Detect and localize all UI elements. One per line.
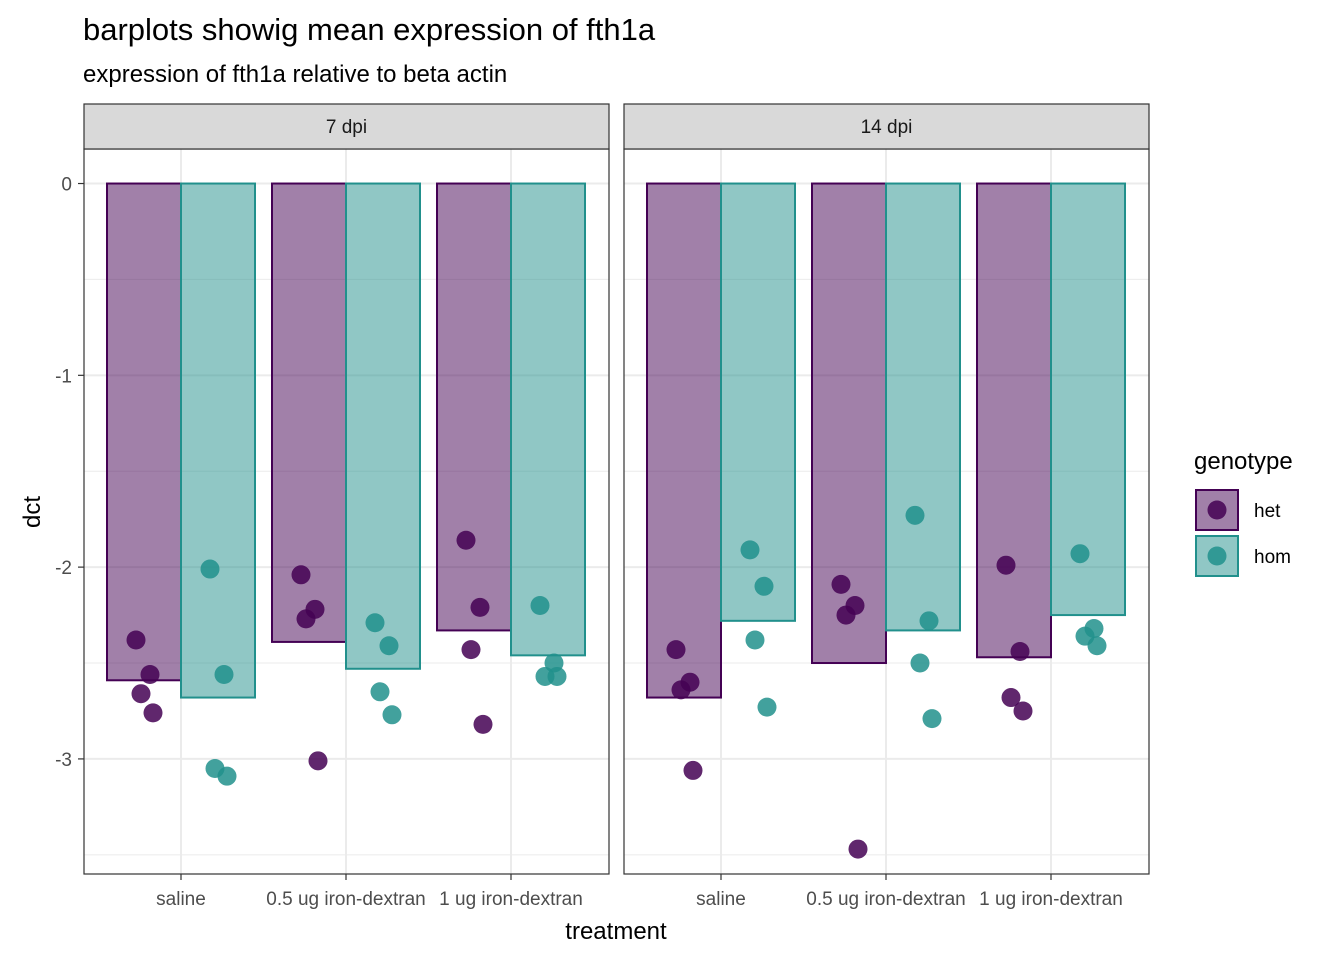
point-het (308, 751, 328, 771)
point-hom (200, 559, 220, 579)
point-het (671, 680, 691, 700)
y-tick-label: -1 (55, 366, 72, 387)
point-het (126, 630, 146, 650)
point-hom (905, 505, 925, 525)
point-het (831, 574, 851, 594)
point-het (296, 609, 316, 629)
x-tick-label: 1 ug iron-dextran (439, 889, 583, 910)
y-tick-label: -3 (55, 750, 72, 771)
point-hom (1070, 544, 1090, 564)
legend-label-hom: hom (1254, 547, 1291, 568)
point-hom (530, 595, 550, 615)
legend-label-het: het (1254, 501, 1281, 522)
bar-het-0 (106, 182, 182, 682)
point-het (131, 684, 151, 704)
x-tick-label: saline (696, 889, 746, 910)
point-hom (379, 636, 399, 656)
legend-point-hom (1207, 546, 1227, 566)
facet-strip (623, 103, 1150, 150)
bar-het-2 (976, 182, 1052, 659)
x-axis-title: treatment (565, 918, 667, 945)
facet-strip-label: 7 dpi (326, 117, 367, 138)
point-het (1010, 642, 1030, 662)
point-hom (754, 576, 774, 596)
point-het (836, 605, 856, 625)
bar-het-2 (436, 182, 512, 632)
bar-het-1 (811, 182, 887, 665)
point-het (140, 665, 160, 685)
point-het (683, 760, 703, 780)
y-tick-label: -2 (55, 558, 72, 579)
point-hom (365, 613, 385, 633)
point-het (1013, 701, 1033, 721)
point-hom (919, 611, 939, 631)
bar-het-0 (646, 182, 722, 699)
chart-subtitle: expression of fth1a relative to beta act… (83, 61, 507, 88)
point-hom (910, 653, 930, 673)
point-het (1001, 688, 1021, 708)
point-het (456, 530, 476, 550)
point-hom (370, 682, 390, 702)
point-het (470, 597, 490, 617)
point-hom (1087, 636, 1107, 656)
point-het (461, 640, 481, 660)
point-het (666, 640, 686, 660)
bar-hom-2 (1050, 182, 1126, 617)
point-het (473, 714, 493, 734)
y-axis: 0 -1 -2 -3 (55, 175, 84, 771)
bar-hom-1 (345, 182, 421, 670)
x-tick-label: 1 ug iron-dextran (979, 889, 1123, 910)
point-hom (757, 697, 777, 717)
point-het (291, 565, 311, 585)
facet-panel-1: 14 dpi saline 0.5 ug iron-dextran 1 ug iron… (623, 103, 1150, 910)
point-hom (382, 705, 402, 725)
x-tick-label: 0.5 ug iron-dextran (266, 889, 426, 910)
bar-hom-1 (885, 182, 961, 632)
point-het (996, 555, 1016, 575)
bar-hom-0 (720, 182, 796, 622)
point-het (143, 703, 163, 723)
y-axis-title: dct (19, 496, 46, 528)
point-hom (217, 766, 237, 786)
point-hom (922, 709, 942, 729)
bar-hom-0 (180, 182, 256, 699)
x-tick-label: saline (156, 889, 206, 910)
x-tick-label: 0.5 ug iron-dextran (806, 889, 966, 910)
chart-title: barplots showig mean expression of fth1a (83, 12, 656, 47)
facet-strip (83, 103, 610, 150)
facet-strip-label: 14 dpi (861, 117, 913, 138)
point-het (848, 839, 868, 859)
point-hom (547, 666, 567, 686)
point-hom (740, 540, 760, 560)
facet-panels: 7 dpi saline 0.5 ug iron-dextran 1 ug iron-… (83, 103, 1150, 910)
legend-title: genotype (1194, 448, 1293, 475)
point-hom (214, 665, 234, 685)
bar-hom-2 (510, 182, 586, 657)
legend-point-het (1207, 500, 1227, 520)
facet-panel-0: 7 dpi saline 0.5 ug iron-dextran 1 ug iron-… (83, 103, 610, 910)
legend: genotype het hom (1194, 448, 1293, 577)
y-tick-label: 0 (61, 175, 72, 196)
point-hom (745, 630, 765, 650)
